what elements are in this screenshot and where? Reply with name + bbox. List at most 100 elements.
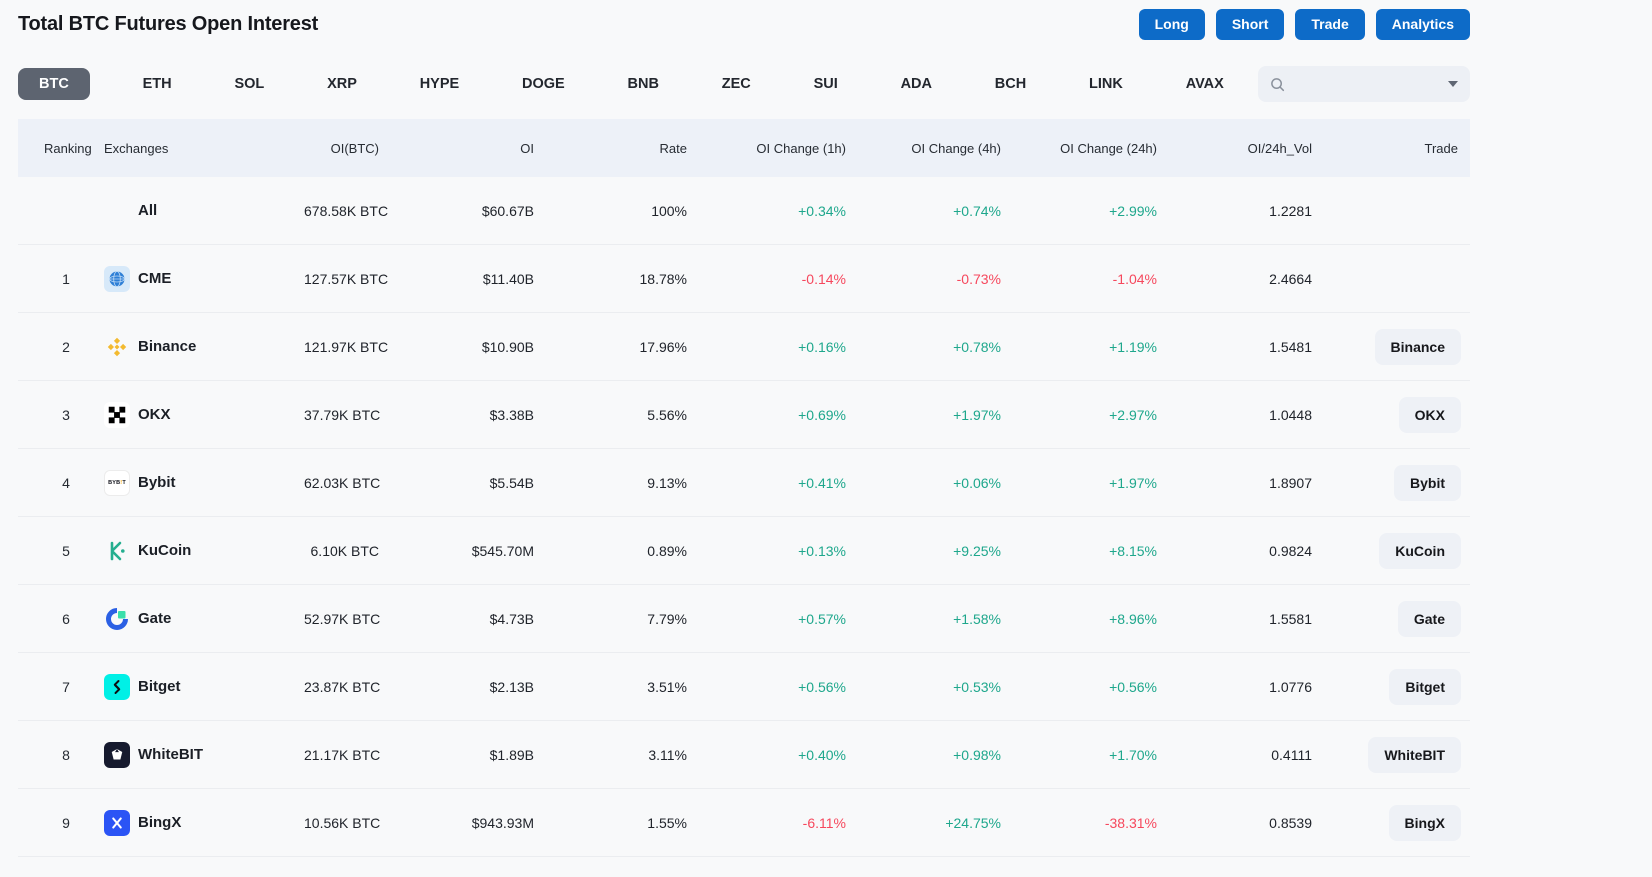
rate-cell: 5.56% — [647, 406, 687, 423]
trade-cell: BingX — [1320, 804, 1470, 841]
rate-cell: 0.89% — [647, 542, 687, 559]
oi-24h-vol-cell: 1.5581 — [1269, 610, 1312, 627]
exchange-cell: BYB!T Bybit — [96, 469, 296, 496]
column-header-oi-change-1h-[interactable]: OI Change (1h) — [756, 140, 846, 156]
oi-change-24h-cell: +8.15% — [1109, 542, 1157, 559]
tab-ada[interactable]: ADA — [900, 76, 932, 92]
trade-cell: OKX — [1320, 396, 1470, 433]
gate-icon — [104, 606, 130, 632]
oi-change-1h-cell: +0.40% — [798, 746, 846, 763]
exchange-cell: OKX — [96, 401, 296, 428]
table-row: 9 BingX 10.56K BTC $943.93M 1.55% -6.11%… — [18, 789, 1470, 857]
oi-change-24h-cell: -38.31% — [1104, 814, 1157, 831]
tab-avax[interactable]: AVAX — [1185, 76, 1224, 92]
exchange-cell: WhiteBIT — [96, 741, 296, 768]
trade-okx-button[interactable]: OKX — [1398, 396, 1461, 433]
trade-bingx-button[interactable]: BingX — [1388, 804, 1461, 841]
tab-eth[interactable]: ETH — [142, 76, 172, 92]
rate-cell: 17.96% — [639, 338, 687, 355]
oi-change-24h-cell: +8.96% — [1109, 610, 1157, 627]
okx-icon — [104, 401, 130, 428]
oi-change-4h-cell: +0.74% — [953, 202, 1001, 219]
rank-cell: 3 — [62, 406, 70, 423]
trade-button[interactable]: Trade — [1295, 8, 1365, 40]
column-header-oi-change-24h-[interactable]: OI Change (24h) — [1060, 140, 1157, 156]
short-button[interactable]: Short — [1215, 8, 1285, 40]
oi-change-1h-cell: +0.69% — [798, 406, 846, 423]
oi-change-4h-cell: +0.06% — [953, 474, 1001, 491]
tab-xrp[interactable]: XRP — [327, 76, 357, 92]
column-header-oi[interactable]: OI — [520, 140, 534, 156]
oi-change-24h-cell: +0.56% — [1109, 678, 1157, 695]
trade-kucoin-button[interactable]: KuCoin — [1379, 532, 1461, 569]
long-button[interactable]: Long — [1138, 8, 1205, 40]
exchange-link-bitget[interactable]: Bitget — [138, 678, 181, 695]
exchange-link-bingx[interactable]: BingX — [138, 814, 182, 831]
table-row: 6 Gate 52.97K BTC $4.73B 7.79% +0.57% +1… — [18, 585, 1470, 653]
exchange-link-gate[interactable]: Gate — [138, 610, 172, 627]
oi-change-24h-cell: -1.04% — [1112, 270, 1157, 287]
exchange-link-kucoin[interactable]: KuCoin — [138, 542, 192, 559]
oi-change-24h-cell: +2.99% — [1109, 202, 1157, 219]
rank-cell: 2 — [62, 338, 70, 355]
bybit-icon: BYB!T — [104, 469, 130, 496]
tab-bch[interactable]: BCH — [994, 76, 1027, 92]
column-header-exchanges[interactable]: Exchanges — [104, 140, 169, 156]
oi-change-24h-cell: +1.19% — [1109, 338, 1157, 355]
oi-change-1h-cell: +0.34% — [798, 202, 846, 219]
trade-gate-button[interactable]: Gate — [1397, 600, 1461, 637]
oi-cell: $5.54B — [489, 474, 534, 491]
top-bar: Total BTC Futures Open Interest Long Shor… — [18, 0, 1470, 42]
oi-24h-vol-cell: 0.8539 — [1269, 814, 1312, 831]
column-header-oi-change-4h-[interactable]: OI Change (4h) — [911, 140, 1001, 156]
oi-cell: $11.40B — [482, 270, 534, 287]
rank-cell: 1 — [62, 270, 70, 287]
search-input[interactable] — [1293, 76, 1440, 92]
oi-change-1h-cell: -0.14% — [801, 270, 846, 287]
oi-change-4h-cell: +9.25% — [953, 542, 1001, 559]
trade-cell: WhiteBIT — [1320, 736, 1470, 773]
oi-change-1h-cell: +0.57% — [798, 610, 846, 627]
trade-bitget-button[interactable]: Bitget — [1389, 668, 1461, 705]
exchange-link-okx[interactable]: OKX — [138, 406, 171, 423]
tab-hype[interactable]: HYPE — [419, 76, 460, 92]
trade-whitebit-button[interactable]: WhiteBIT — [1368, 736, 1461, 773]
table-row: 4 BYB!T Bybit 62.03K BTC $5.54B 9.13% +0… — [18, 449, 1470, 517]
page-title: Total BTC Futures Open Interest — [18, 12, 319, 35]
exchange-cell: Gate — [96, 606, 296, 632]
column-header-oi-24h-vol[interactable]: OI/24h_Vol — [1247, 140, 1312, 156]
trade-cell: KuCoin — [1320, 532, 1470, 569]
exchange-link-binance[interactable]: Binance — [138, 338, 197, 355]
main-content: Total BTC Futures Open Interest Long Shor… — [18, 0, 1470, 857]
tab-btc[interactable]: BTC — [18, 68, 90, 100]
tab-doge[interactable]: DOGE — [522, 76, 565, 92]
rate-cell: 18.78% — [639, 270, 687, 287]
tab-sol[interactable]: SOL — [234, 76, 265, 92]
exchange-link-whitebit[interactable]: WhiteBIT — [138, 746, 203, 763]
rate-cell: 100% — [651, 202, 687, 219]
column-header-ranking[interactable]: Ranking — [44, 140, 92, 156]
tab-bnb[interactable]: BNB — [627, 76, 659, 92]
whitebit-icon — [104, 741, 130, 768]
analytics-button[interactable]: Analytics — [1375, 8, 1470, 40]
exchange-link-bybit[interactable]: Bybit — [138, 474, 176, 491]
oi-change-4h-cell: +0.53% — [953, 678, 1001, 695]
oi-change-1h-cell: +0.41% — [798, 474, 846, 491]
trade-bybit-button[interactable]: Bybit — [1394, 464, 1461, 501]
column-header-trade[interactable]: Trade — [1424, 140, 1458, 156]
exchange-link-cme[interactable]: CME — [138, 270, 172, 287]
dropdown-caret-icon[interactable] — [1448, 81, 1458, 87]
oi-24h-vol-cell: 1.0448 — [1269, 406, 1312, 423]
binance-icon — [104, 334, 130, 360]
tab-zec[interactable]: ZEC — [721, 76, 751, 92]
search-box[interactable] — [1258, 66, 1470, 102]
oi-cell: $10.90B — [481, 338, 534, 355]
column-header-oi-btc-[interactable]: OI(BTC) — [330, 140, 379, 156]
rank-cell: 5 — [62, 542, 70, 559]
tab-sui[interactable]: SUI — [813, 76, 838, 92]
column-header-rate[interactable]: Rate — [659, 140, 687, 156]
tab-link[interactable]: LINK — [1089, 76, 1123, 92]
trade-binance-button[interactable]: Binance — [1374, 328, 1461, 365]
trade-cell: Bybit — [1320, 464, 1470, 501]
table-header-row: Ranking Exchanges OI(BTC) OI Rate OI Change (… — [18, 119, 1470, 177]
